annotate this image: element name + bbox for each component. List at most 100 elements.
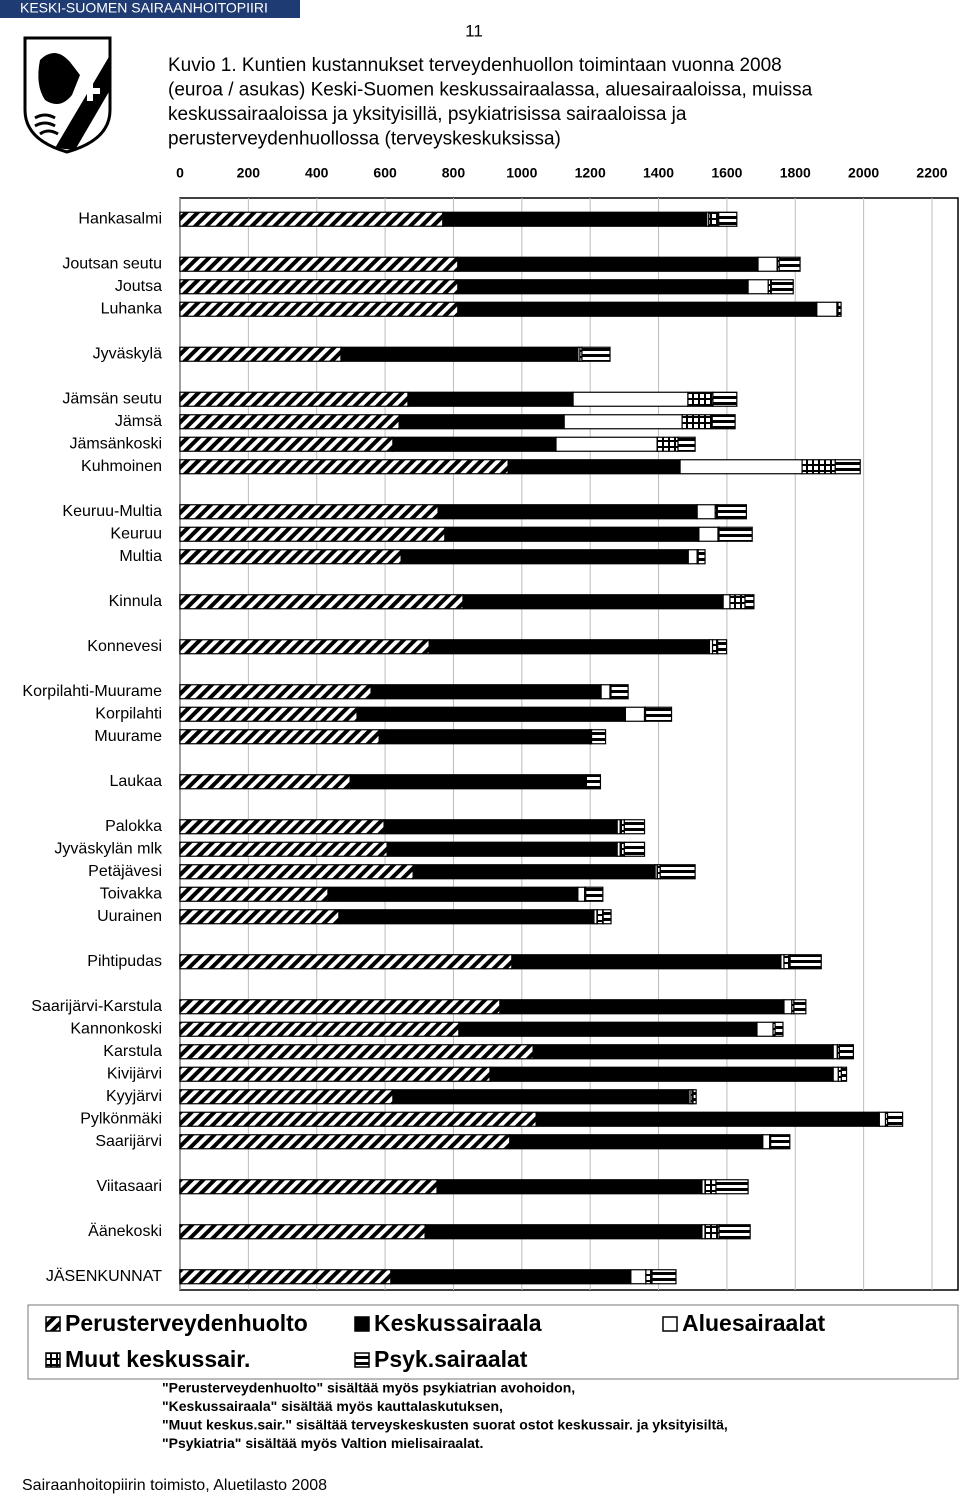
legend-swatch [45,1316,61,1332]
bar-segment [623,819,646,835]
note: "Muut keskus.sair." sisältää terveyskesk… [162,1417,728,1433]
y-tick-label: Uurainen [97,908,162,925]
bar-segment [692,1089,697,1105]
bar-segment [179,841,388,857]
legend-swatch [45,1352,61,1368]
x-tick-label: 400 [305,165,329,181]
y-tick-label: Muurame [94,728,162,745]
bar-segment [457,256,759,272]
bar-segment [179,594,464,610]
bar-segment [770,1134,791,1150]
bar-segment [563,414,683,430]
logo [23,36,112,154]
bar-segment [179,819,385,835]
bar-segment [698,526,719,542]
bar-segment [179,211,444,227]
bar-segment [179,729,380,745]
bar-segment [392,1089,690,1105]
y-tick-label: Karstula [103,1043,162,1060]
bar-segment [722,594,731,610]
bar-segment [840,1066,848,1082]
bar-segment [832,1066,839,1082]
bar-segment [711,414,736,430]
bar-segment [747,279,769,295]
legend-label: Psyk.sairaalat [374,1346,528,1372]
header-bar [0,0,300,18]
x-tick-label: 1000 [506,165,537,181]
bar-segment [179,1066,491,1082]
x-tick-label: 1400 [643,165,674,181]
bar-segment [179,774,351,790]
bar-segment [757,256,778,272]
bar-segment [581,346,611,362]
x-tick-label: 0 [176,165,184,181]
bar-segment [717,639,728,655]
bar-segment [832,1044,838,1060]
bar-segment [179,954,513,970]
legend-label: Muut keskussair. [65,1346,250,1372]
y-tick-label: Kyyjärvi [106,1088,162,1105]
bar-segment [774,1021,784,1037]
bar-segment [462,594,724,610]
y-tick-label: Palokka [105,818,162,835]
bar-segment [458,1021,758,1037]
bar-segment [424,1224,703,1240]
bar-segment [179,1224,426,1240]
bar-segment [619,841,625,857]
bar-segment [572,391,689,407]
bar-segment [681,414,713,430]
bar-segment [789,954,822,970]
bar-segment [596,909,604,925]
bar-segment [179,1179,438,1195]
bar-segment [716,504,747,520]
legend-box [27,1304,959,1380]
y-tick-label: Jämsänkoski [70,435,162,452]
bar-segment [644,706,673,722]
bar-segment [179,1089,394,1105]
bar-segment [687,549,698,565]
chart-title-line: perusterveydenhuollossa (terveyskeskuksi… [168,129,561,150]
bar-segment [729,594,746,610]
bar-segment [715,1179,749,1195]
bar-segment [708,211,720,227]
legend-label: Aluesairaalat [682,1310,826,1336]
y-tick-label: Keuruu [110,525,162,542]
y-tick-label: Kivijärvi [107,1065,162,1082]
bar-segment [532,1044,834,1060]
bar-segment [179,909,340,925]
chart-title-line: (euroa / asukas) Keski-Suomen keskussair… [168,80,813,101]
bar-segment [179,301,459,317]
bar-segment [436,1179,703,1195]
bar-segment [179,436,394,452]
bar-segment [834,459,861,475]
bar-segment [179,886,329,902]
bar-segment [400,549,689,565]
bar-segment [390,1269,632,1285]
bar-segment [756,1021,774,1037]
bar-segment [442,211,708,227]
bar-segment [783,954,791,970]
bar-segment [744,594,755,610]
bar-segment [179,1021,460,1037]
chart-title-line: Kuvio 1. Kuntien kustannukset terveydenh… [168,55,782,76]
bar-segment [878,1111,887,1127]
y-tick-label: Multia [119,548,162,565]
bar-segment [838,1044,854,1060]
bar-segment [392,436,557,452]
bar-segment [428,639,711,655]
bar-segment [179,526,446,542]
bar-segment [179,1111,537,1127]
bar-segment [511,954,782,970]
y-tick-label: Korpilahti [95,705,162,722]
bar-segment [179,414,400,430]
bar-segment [437,504,698,520]
note: "Keskussairaala" sisältää myös kauttalas… [162,1398,503,1414]
bar-segment [555,436,658,452]
bar-segment [179,1269,392,1285]
bar-segment [793,999,807,1015]
chart-title: Kuvio 1. Kuntien kustannukset terveydenh… [168,55,813,150]
bar-segment [179,1134,511,1150]
bar-segment [179,999,501,1015]
legend-swatch [662,1316,678,1332]
